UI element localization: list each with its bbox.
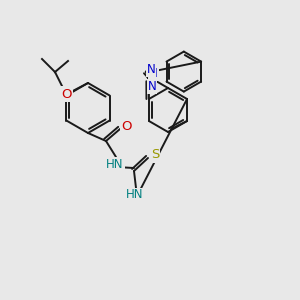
Text: O: O <box>121 121 131 134</box>
Text: HN: HN <box>106 158 124 170</box>
Text: HN: HN <box>126 188 144 202</box>
Text: S: S <box>151 148 159 161</box>
Text: N: N <box>146 63 155 76</box>
Text: O: O <box>62 88 72 100</box>
Text: N: N <box>149 67 158 80</box>
Text: N: N <box>148 80 156 93</box>
